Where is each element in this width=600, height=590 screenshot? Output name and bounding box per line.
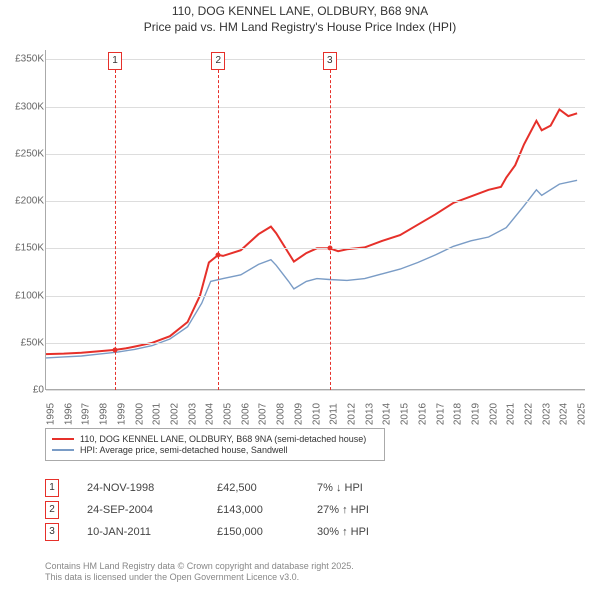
event-number-box: 3 xyxy=(45,523,59,541)
x-tick-label: 2015 xyxy=(400,403,411,425)
x-tick-label: 2023 xyxy=(541,403,552,425)
y-tick-label: £0 xyxy=(6,385,44,396)
x-tick-label: 2003 xyxy=(187,403,198,425)
event-row: 2 24-SEP-2004 £143,000 27% ↑ HPI xyxy=(45,501,407,519)
x-tick-label: 2018 xyxy=(453,403,464,425)
x-tick-label: 2006 xyxy=(240,403,251,425)
x-tick-label: 1999 xyxy=(116,403,127,425)
x-tick-label: 2013 xyxy=(364,403,375,425)
x-tick-label: 2011 xyxy=(329,403,340,425)
x-tick-label: 2022 xyxy=(524,403,535,425)
chart-title: 110, DOG KENNEL LANE, OLDBURY, B68 9NA P… xyxy=(0,0,600,35)
title-line1: 110, DOG KENNEL LANE, OLDBURY, B68 9NA xyxy=(0,4,600,20)
event-date: 24-NOV-1998 xyxy=(87,482,217,494)
x-tick-label: 2024 xyxy=(559,403,570,425)
event-price: £143,000 xyxy=(217,504,317,516)
event-diff: 27% ↑ HPI xyxy=(317,504,407,516)
legend-swatch xyxy=(52,438,74,440)
x-tick-label: 2012 xyxy=(346,403,357,425)
x-tick-label: 1996 xyxy=(63,403,74,425)
x-tick-label: 2001 xyxy=(152,403,163,425)
x-tick-label: 1995 xyxy=(46,403,57,425)
plot-area: £0£50K£100K£150K£200K£250K£300K£350K1995… xyxy=(45,50,585,390)
x-tick-label: 2008 xyxy=(276,403,287,425)
y-tick-label: £350K xyxy=(6,54,44,65)
event-row: 1 24-NOV-1998 £42,500 7% ↓ HPI xyxy=(45,479,407,497)
legend-swatch xyxy=(52,449,74,451)
legend-label: 110, DOG KENNEL LANE, OLDBURY, B68 9NA (… xyxy=(80,434,366,444)
x-tick-label: 1997 xyxy=(81,403,92,425)
footer-line1: Contains HM Land Registry data © Crown c… xyxy=(45,561,354,573)
legend-label: HPI: Average price, semi-detached house,… xyxy=(80,445,287,455)
x-tick-label: 2019 xyxy=(470,403,481,425)
event-diff: 30% ↑ HPI xyxy=(317,526,407,538)
plot: £0£50K£100K£150K£200K£250K£300K£350K1995… xyxy=(45,50,585,390)
y-tick-label: £250K xyxy=(6,148,44,159)
event-number-box: 2 xyxy=(45,501,59,519)
event-diff: 7% ↓ HPI xyxy=(317,482,407,494)
footer-line2: This data is licensed under the Open Gov… xyxy=(45,572,354,584)
x-tick-label: 2025 xyxy=(577,403,588,425)
x-tick-label: 2000 xyxy=(134,403,145,425)
chart-container: 110, DOG KENNEL LANE, OLDBURY, B68 9NA P… xyxy=(0,0,600,590)
x-tick-label: 2020 xyxy=(488,403,499,425)
callout-number: 3 xyxy=(323,52,337,70)
event-price: £150,000 xyxy=(217,526,317,538)
x-tick-label: 2017 xyxy=(435,403,446,425)
series-hpi xyxy=(46,180,577,358)
y-tick-label: £150K xyxy=(6,243,44,254)
x-tick-label: 2009 xyxy=(293,403,304,425)
x-tick-label: 2005 xyxy=(223,403,234,425)
y-tick-label: £300K xyxy=(6,101,44,112)
x-tick-label: 2002 xyxy=(169,403,180,425)
legend-item: HPI: Average price, semi-detached house,… xyxy=(52,445,378,455)
event-date: 10-JAN-2011 xyxy=(87,526,217,538)
line-layer xyxy=(46,50,586,390)
callout-line xyxy=(218,70,219,390)
event-price: £42,500 xyxy=(217,482,317,494)
x-tick-label: 1998 xyxy=(99,403,110,425)
x-tick-label: 2004 xyxy=(205,403,216,425)
x-tick-label: 2010 xyxy=(311,403,322,425)
title-line2: Price paid vs. HM Land Registry's House … xyxy=(0,20,600,36)
callout-number: 1 xyxy=(108,52,122,70)
y-tick-label: £200K xyxy=(6,196,44,207)
callout-number: 2 xyxy=(211,52,225,70)
y-tick-label: £50K xyxy=(6,337,44,348)
x-tick-label: 2014 xyxy=(382,403,393,425)
footer: Contains HM Land Registry data © Crown c… xyxy=(45,561,354,584)
events-table: 1 24-NOV-1998 £42,500 7% ↓ HPI 2 24-SEP-… xyxy=(45,475,407,545)
legend-item: 110, DOG KENNEL LANE, OLDBURY, B68 9NA (… xyxy=(52,434,378,444)
event-row: 3 10-JAN-2011 £150,000 30% ↑ HPI xyxy=(45,523,407,541)
x-tick-label: 2021 xyxy=(506,403,517,425)
callout-line xyxy=(115,70,116,390)
x-tick-label: 2007 xyxy=(258,403,269,425)
legend: 110, DOG KENNEL LANE, OLDBURY, B68 9NA (… xyxy=(45,428,385,461)
event-number-box: 1 xyxy=(45,479,59,497)
y-tick-label: £100K xyxy=(6,290,44,301)
x-tick-label: 2016 xyxy=(417,403,428,425)
callout-line xyxy=(330,70,331,390)
event-date: 24-SEP-2004 xyxy=(87,504,217,516)
